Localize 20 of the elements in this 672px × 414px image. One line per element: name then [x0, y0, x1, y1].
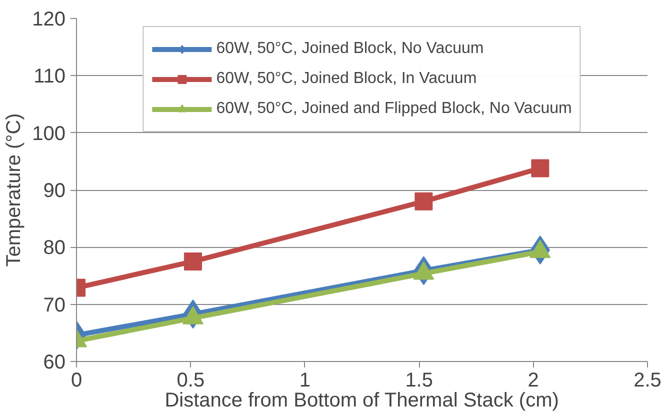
point	[531, 159, 550, 178]
y-tick-label: 90	[43, 180, 66, 202]
x-tick-label: 2	[528, 370, 539, 392]
y-tick-label: 80	[43, 237, 66, 260]
y-tick-label: 70	[43, 294, 66, 316]
point	[414, 192, 433, 210]
y-tick-label: 110	[34, 66, 66, 88]
legend-label: 60W, 50°C, Joined Block, In Vacuum	[216, 69, 477, 89]
legend-label: 60W, 50°C, Joined Block, No Vacuum	[216, 39, 484, 59]
x-tick-label: 0.5	[176, 370, 205, 392]
y-tick-label: 60	[43, 352, 66, 374]
y-axis-title: Temperature (°C)	[3, 113, 26, 267]
x-tick-label: 1.5	[405, 370, 434, 392]
y-tick-label: 120	[32, 8, 66, 30]
x-tick-label: 0	[70, 370, 82, 392]
x-tick-label: 1	[299, 370, 310, 392]
x-axis-title: Distance from Bottom of Thermal Stack (cm)	[164, 390, 559, 412]
legend-label: 60W, 50°C, Joined and Flipped Block, No Vacuum	[216, 99, 572, 119]
y-tick-label: 100	[32, 122, 66, 145]
x-tick-label: 2.5	[634, 370, 662, 392]
